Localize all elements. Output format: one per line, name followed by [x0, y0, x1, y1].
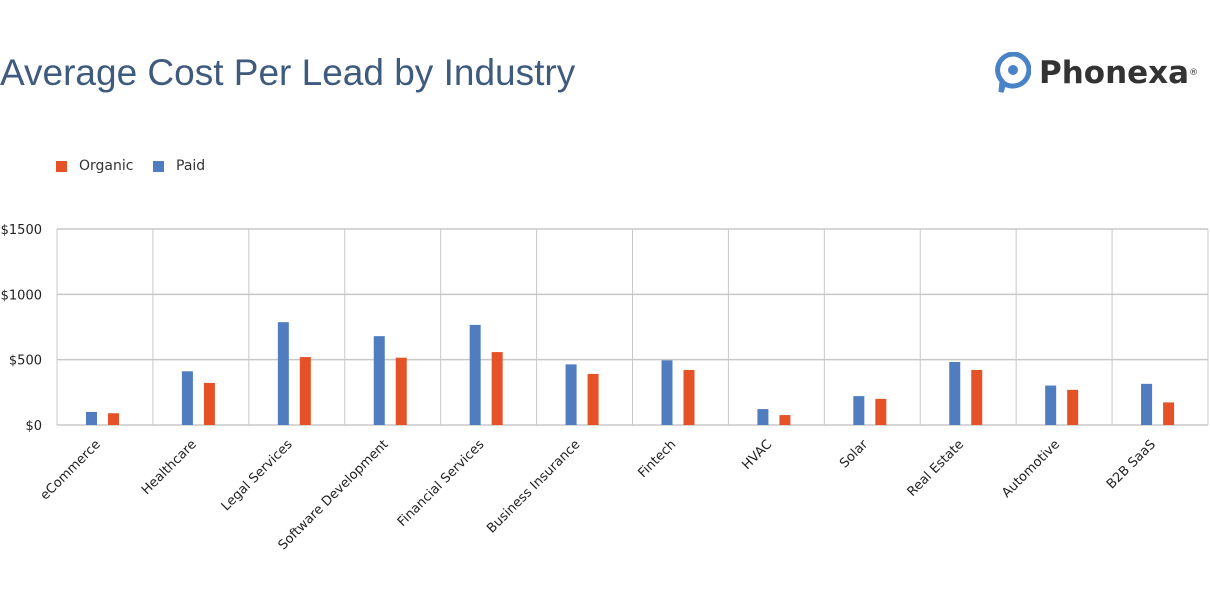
bar-paid — [277, 322, 289, 425]
bar-organic — [1067, 389, 1079, 425]
legend-swatch-paid — [153, 160, 164, 172]
bar-organic — [1163, 402, 1175, 425]
x-tick-label: Healthcare — [139, 437, 200, 498]
x-tick-label: Business Insurance — [484, 437, 583, 536]
bar-paid — [86, 411, 97, 425]
bar-paid — [565, 364, 577, 425]
bar-organic — [587, 373, 599, 425]
bar-organic — [395, 357, 407, 425]
registered-mark: ® — [1189, 68, 1199, 78]
bar-organic — [971, 369, 983, 425]
x-tick-label: B2B SaaS — [1104, 437, 1159, 492]
bar-organic — [108, 413, 119, 425]
y-tick-label: $1500 — [1, 223, 42, 238]
chat-bubble-icon — [995, 52, 1031, 93]
logo-text: Phonexa — [1039, 55, 1190, 91]
bar-paid — [661, 360, 673, 425]
x-tick-label: HVAC — [739, 437, 775, 473]
legend-swatch-organic — [56, 160, 67, 172]
chart-title: Average Cost Per Lead by Industry — [0, 52, 576, 93]
legend-item-paid: Paid — [153, 158, 205, 174]
bar-paid — [853, 396, 865, 425]
phonexa-logo: Phonexa ® — [995, 52, 1198, 94]
legend-item-organic: Organic — [56, 158, 133, 174]
x-tick-label: Automotive — [999, 437, 1063, 501]
legend-label-organic: Organic — [79, 158, 134, 174]
y-tick-label: $500 — [9, 354, 42, 369]
x-tick-label: Financial Services — [395, 437, 488, 530]
bar-paid — [373, 336, 385, 425]
y-tick-label: $0 — [25, 419, 42, 434]
bar-organic — [683, 369, 695, 425]
bar-organic — [491, 352, 503, 425]
bar-paid — [1141, 383, 1153, 425]
bar-paid — [949, 362, 961, 425]
bar-paid — [757, 409, 769, 425]
x-tick-label: Fintech — [636, 437, 680, 481]
bar-paid — [1045, 385, 1057, 425]
x-tick-label: eCommerce — [38, 437, 104, 503]
bar-organic — [779, 415, 791, 425]
x-tick-label: Real Estate — [905, 437, 967, 499]
legend-label-paid: Paid — [176, 158, 206, 174]
y-tick-label: $1000 — [1, 288, 42, 303]
x-tick-label: Software Development — [276, 437, 392, 553]
bar-organic — [875, 398, 887, 425]
x-tick-label: Legal Services — [219, 437, 296, 514]
bar-paid — [469, 324, 481, 425]
bar-paid — [181, 371, 193, 425]
x-tick-label: Solar — [837, 437, 871, 471]
bar-organic — [203, 382, 215, 425]
bar-organic — [299, 357, 311, 425]
